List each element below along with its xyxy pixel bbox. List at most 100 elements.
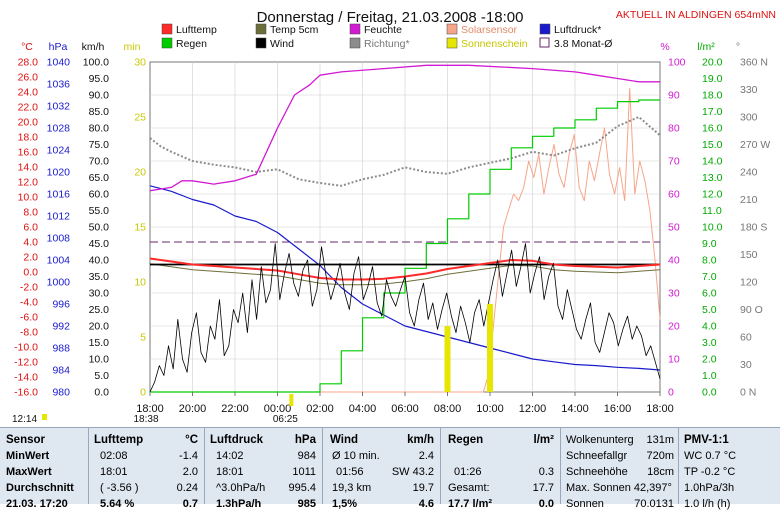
- luftdruck-max-value: 1011: [292, 466, 316, 478]
- rain-tick-label: 0.0: [702, 387, 717, 399]
- regen-max-value: 0.3: [538, 466, 554, 478]
- luftdruck-block: Luftdruck hPa 14:02 984 18:01 1011 ^3.0hPa/…: [204, 428, 323, 510]
- lufttemp-unit: °C: [185, 434, 198, 446]
- wind-current-pct: 1,5%: [332, 498, 358, 510]
- wind-tick-label: 0.0: [94, 387, 109, 399]
- temp-tick-label: 4.0: [23, 237, 38, 249]
- temp-tick-label: -2.0: [20, 282, 38, 294]
- humidity-tick-label: 20: [668, 321, 680, 333]
- legend-swatch: [161, 23, 173, 35]
- legend: Lufttemp Temp 5cm Feuchte Solarsensor Luftdr…: [161, 23, 612, 50]
- schneehoehe-value: 18cm: [647, 466, 674, 478]
- wind-tick-label: 85.0: [89, 106, 110, 118]
- humidity-tick-label: 90: [668, 90, 680, 102]
- direction-tick-label: 30: [740, 359, 752, 371]
- x-tick-label: 02:00: [306, 403, 334, 415]
- wolken-label: Wolkenunterg: [566, 434, 634, 446]
- sun-tick-label: 10: [134, 277, 146, 289]
- legend-swatch: [349, 37, 361, 49]
- temp-tick-label: 10.0: [18, 192, 39, 204]
- direction-tick-label: 300: [740, 112, 758, 124]
- direction-tick-label: 150: [740, 249, 758, 261]
- wind-tick-label: 90.0: [89, 90, 110, 102]
- luftdruck-avg-value: 995.4: [288, 482, 316, 494]
- wind-tick-label: 55.0: [89, 205, 110, 217]
- humidity-tick-label: 40: [668, 255, 680, 267]
- luftdruck-min-value: 984: [297, 450, 316, 462]
- lufttemp-max-value: 2.0: [182, 466, 198, 478]
- row-label-min: MinWert: [6, 450, 50, 462]
- rain-tick-label: 3.0: [702, 337, 717, 349]
- rain-tick-label: 15.0: [702, 139, 723, 151]
- x-tick-label: 22:00: [221, 403, 249, 415]
- rain-tick-label: 20.0: [702, 57, 723, 69]
- regen-line: [150, 99, 660, 393]
- row-label-max: MaxWert: [6, 466, 52, 478]
- pressure-tick-label: 1028: [47, 123, 71, 135]
- humidity-tick-label: 30: [668, 288, 680, 300]
- pressure-tick-label: 984: [52, 365, 70, 377]
- pressure-tick-label: 992: [52, 321, 70, 333]
- schneefall-label: Schneefallgr: [566, 450, 628, 462]
- wind-max-time: 01:56: [336, 466, 364, 478]
- wind-tick-label: 65.0: [89, 172, 110, 184]
- direction-tick-label: 0 N: [740, 387, 756, 399]
- sunset-label: 18:38: [133, 414, 158, 425]
- rain-tick-label: 8.0: [702, 255, 717, 267]
- rain-tick-label: 19.0: [702, 73, 723, 85]
- legend-label: Feuchte: [364, 24, 402, 36]
- moon-marker: [42, 414, 47, 420]
- luftdruck-header: Luftdruck: [210, 434, 264, 446]
- wind-tick-label: 5.0: [94, 370, 109, 382]
- unit-wind: km/h: [82, 41, 105, 53]
- regen-total-value: 17.7: [532, 482, 554, 494]
- pmv-rain-rate: 1.0 l/h (h): [684, 498, 731, 510]
- sun-tick-label: 5: [140, 332, 146, 344]
- luftdruck-current-value: 985: [297, 498, 316, 510]
- sonnen-label: Sonnen: [566, 498, 604, 510]
- luftdruck-trend: ^3.0hPa/h: [216, 482, 266, 494]
- legend-swatch: [446, 23, 458, 35]
- wind-tick-label: 70.0: [89, 156, 110, 168]
- temp-tick-label: 8.0: [23, 207, 38, 219]
- x-tick-label: 18:00: [646, 403, 674, 415]
- legend-label: Temp 5cm: [270, 24, 319, 36]
- humidity-tick-label: 10: [668, 354, 680, 366]
- x-tick-label: 00:00: [264, 403, 292, 415]
- luftdruck-line: [149, 185, 661, 371]
- pressure-tick-label: 1024: [47, 145, 71, 157]
- temp-tick-label: 2.0: [23, 252, 38, 264]
- rain-tick-label: 18.0: [702, 90, 723, 102]
- humidity-tick-label: 100: [668, 57, 686, 69]
- temp-tick-label: -12.0: [14, 357, 38, 369]
- grid: [150, 62, 660, 392]
- wind-tick-label: 80.0: [89, 123, 110, 135]
- lufttemp-min-value: -1.4: [179, 450, 198, 462]
- sun-tick-label: 20: [134, 167, 146, 179]
- sun-tick-label: 15: [134, 222, 146, 234]
- wind-header: Wind: [330, 434, 358, 446]
- pressure-tick-label: 1036: [47, 79, 71, 91]
- temp-tick-label: -16.0: [14, 387, 38, 399]
- legend-label: Lufttemp: [176, 24, 217, 36]
- wind-tick-label: 15.0: [89, 337, 110, 349]
- rain-tick-label: 13.0: [702, 172, 723, 184]
- richtung-line: [149, 116, 661, 187]
- wolken-block: Wolkenunterg 131m Schneefallgr 720m Schnee…: [560, 428, 679, 510]
- legend-label: Wind: [270, 38, 294, 50]
- rain-tick-label: 17.0: [702, 106, 723, 118]
- pressure-tick-label: 1008: [47, 233, 71, 245]
- direction-tick-label: 240: [740, 167, 758, 179]
- legend-swatch: [539, 37, 550, 48]
- regen-total-label: Gesamt:: [448, 482, 490, 494]
- luftdruck-min-time: 14:02: [216, 450, 244, 462]
- legend-swatch: [349, 23, 361, 35]
- sunrise-marker: [289, 394, 294, 406]
- wind-tick-label: 75.0: [89, 139, 110, 151]
- legend-label: Richtung*: [364, 38, 410, 50]
- temp-tick-label: 12.0: [18, 177, 39, 189]
- temp-tick-label: -10.0: [14, 342, 38, 354]
- direction-tick-label: 270 W: [740, 139, 770, 151]
- x-tick-label: 20:00: [179, 403, 207, 415]
- sonnen-max-label: Max. Sonnen 42,397°: [566, 482, 672, 494]
